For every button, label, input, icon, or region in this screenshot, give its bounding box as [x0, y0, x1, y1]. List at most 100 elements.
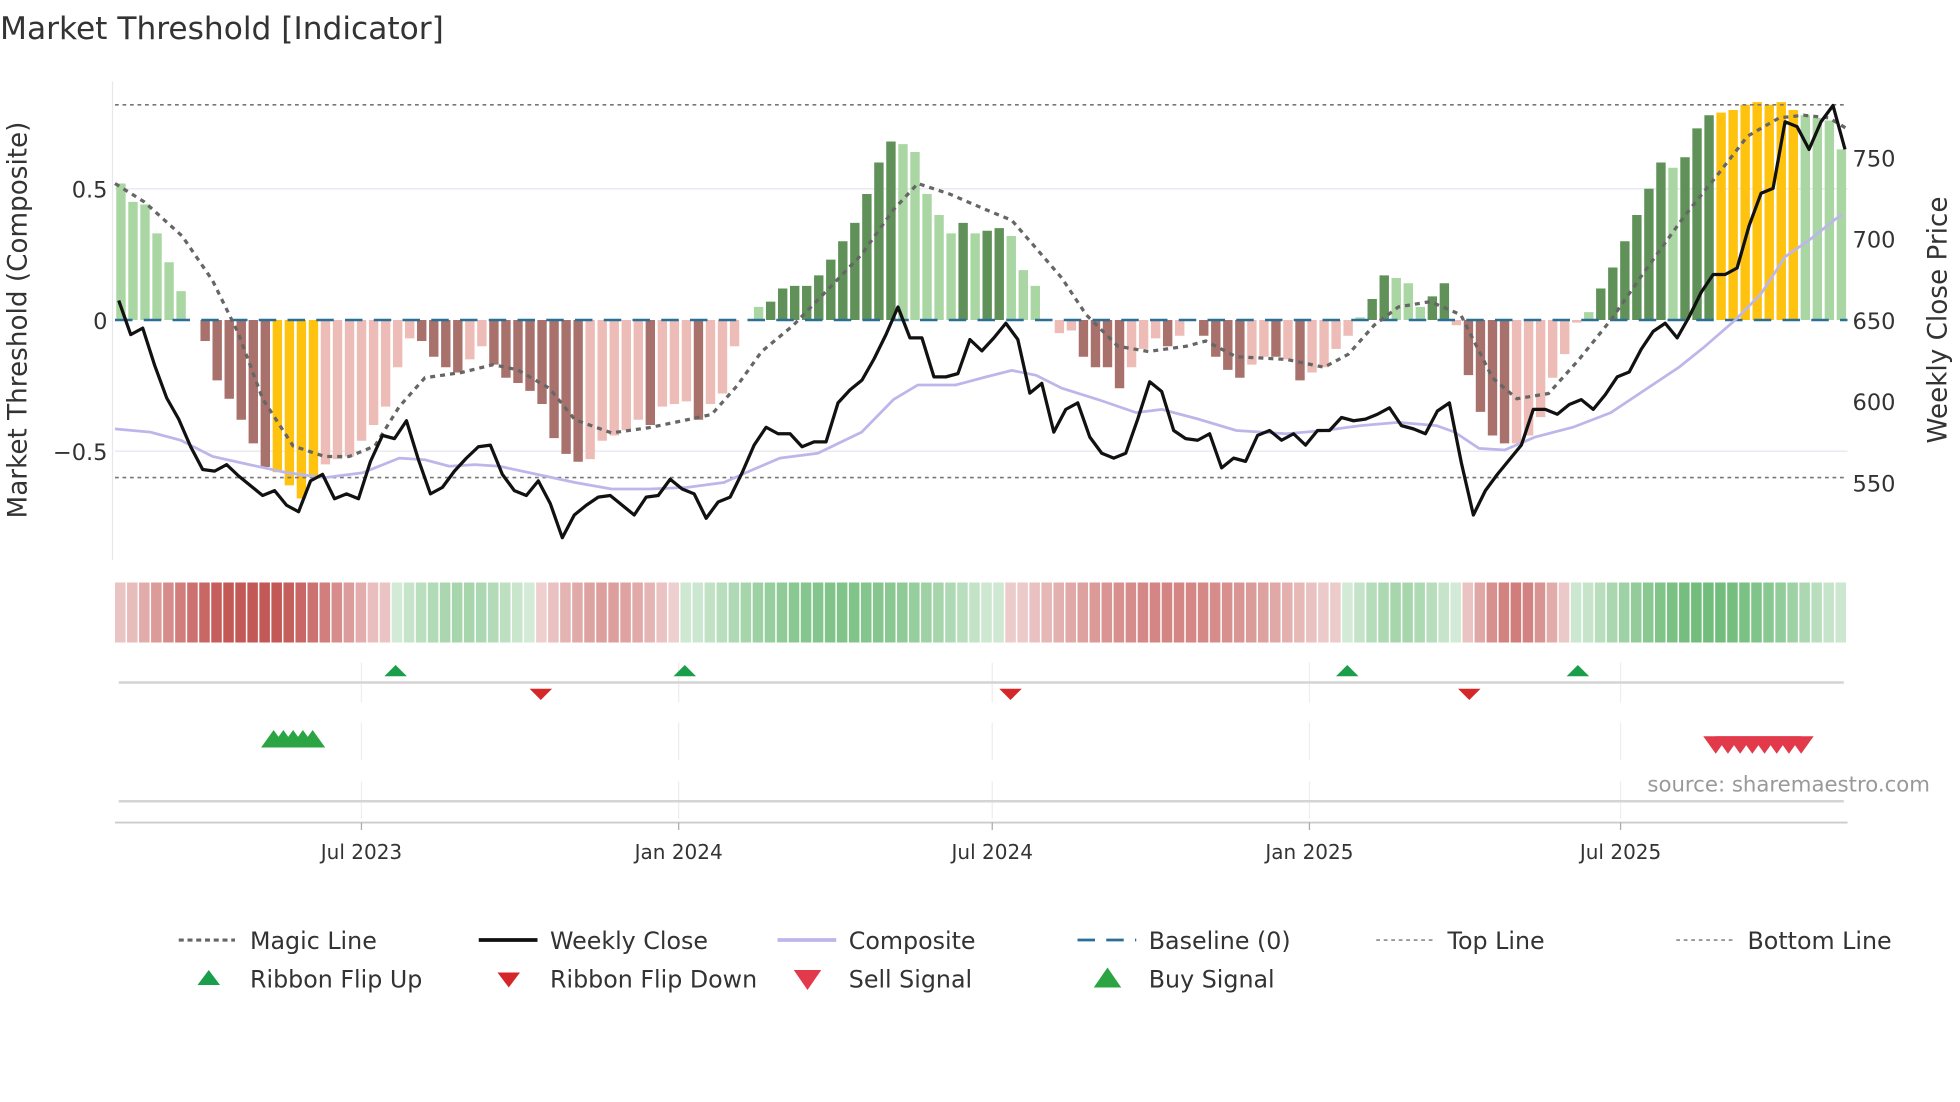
composite-bar [1836, 149, 1847, 320]
source-credit: source: sharemaestro.com [1647, 772, 1930, 797]
ribbon-cell [692, 582, 704, 643]
ribbon-cell [1029, 582, 1040, 643]
composite-bar [1764, 104, 1774, 320]
composite-bar [790, 285, 800, 320]
ribbon-cell [560, 582, 571, 643]
ribbon-cell [367, 582, 379, 643]
legend-ribbon-flip-up: Ribbon Flip Up [197, 966, 422, 994]
ribbon-cell [307, 582, 319, 643]
ribbon-cell [1125, 582, 1137, 643]
ribbon-cell [752, 582, 764, 643]
ribbon-cell [776, 582, 788, 643]
ribbon-cell [139, 582, 150, 643]
ribbon-cell [127, 582, 138, 643]
composite-bar [356, 320, 367, 441]
ribbon-cell [716, 582, 728, 643]
composite-bar [1211, 320, 1221, 357]
ribbon-cell [295, 582, 306, 643]
legend-weekly-close: Weekly Close [478, 927, 708, 955]
ribbon-cell [403, 582, 415, 643]
composite-bar [633, 320, 643, 420]
ribbon-cell [331, 582, 343, 643]
ribbon-cell [945, 582, 956, 643]
composite-bar [1199, 320, 1209, 336]
composite-bar [1403, 283, 1413, 320]
ribbon-cell [1522, 582, 1534, 643]
composite-bar [970, 233, 980, 320]
composite-bar [705, 320, 716, 405]
composite-bar [1030, 285, 1041, 320]
ribbon-cell [1017, 582, 1028, 643]
composite-bar [1066, 320, 1077, 331]
composite-bar [1620, 241, 1630, 320]
composite-bar [1090, 320, 1101, 368]
composite-bar [116, 183, 126, 320]
ribbon-cell [500, 582, 511, 643]
ribbon-cell [1630, 582, 1642, 643]
ribbon-cell [1582, 582, 1594, 643]
ribbon-cell [1546, 582, 1558, 643]
composite-bar [537, 320, 547, 405]
composite-bar [958, 222, 968, 320]
composite-bar [862, 194, 872, 320]
composite-bar [561, 320, 571, 454]
composite-bar [838, 241, 848, 320]
ribbon-cell [163, 582, 174, 643]
ribbon-cell [584, 582, 595, 643]
ribbon-flip-down-marker [999, 688, 1022, 700]
composite-bar [1006, 236, 1016, 320]
ribbon-cell [319, 582, 331, 643]
composite-bar [501, 320, 511, 378]
ribbon-cell [1270, 582, 1281, 643]
composite-bar [1752, 102, 1762, 320]
ribbon-cell [1703, 582, 1714, 643]
ribbon-flip-up-marker [1566, 665, 1590, 677]
ribbon-cell [872, 582, 884, 643]
composite-bar [1367, 299, 1377, 320]
ribbon-cell [1294, 582, 1305, 643]
composite-bar [1499, 320, 1510, 444]
ribbon-cell [1041, 582, 1052, 643]
composite-bar [1656, 162, 1666, 320]
legend-label: Ribbon Flip Down [550, 966, 757, 994]
ribbon-cell [1378, 582, 1389, 643]
legend: Magic Line Weekly Close Composite Baseline … [178, 927, 1892, 994]
ribbon-cell [1077, 582, 1089, 643]
ribbon-cell [1739, 582, 1750, 643]
ribbon-cell [800, 582, 812, 643]
ribbon-cell [1342, 582, 1353, 643]
ribbon-cell [608, 582, 619, 643]
ribbon-cell [788, 582, 800, 643]
ribbon-cell [211, 582, 222, 643]
ribbon-cell [475, 582, 487, 643]
ribbon-cell [1101, 582, 1113, 643]
ribbon-cell [848, 582, 860, 643]
composite-bar [1608, 267, 1618, 320]
ribbon-cell [728, 582, 740, 643]
legend-sell-signal: Sell Signal [793, 966, 972, 994]
composite-bar [405, 320, 415, 339]
ribbon-flip-up-marker [1336, 665, 1359, 677]
ribbon-cell [1787, 582, 1798, 643]
ribbon-cell [1498, 582, 1510, 643]
composite-bar [1511, 320, 1522, 444]
ribbon-cell [824, 582, 836, 643]
composite-bar [152, 233, 162, 320]
ribbon-cell [1679, 582, 1690, 643]
ribbon-cell [812, 582, 824, 643]
ribbon-cell [1570, 582, 1582, 643]
composite-bar [886, 141, 896, 320]
ribbon-cell [1474, 582, 1486, 643]
composite-bar [140, 204, 150, 320]
ribbon-cell [391, 582, 403, 643]
ribbon-cell [1426, 582, 1437, 643]
ribbon-cell [1450, 582, 1461, 643]
composite-bar [1331, 320, 1341, 349]
x-tick-label: Jan 2025 [1263, 840, 1353, 864]
ribbon-cell [1053, 582, 1064, 643]
ribbon-cell [487, 582, 499, 643]
composite-bar [1355, 317, 1365, 320]
ribbon-cell [1811, 582, 1822, 643]
ribbon-cell [524, 582, 535, 643]
composite-bar [380, 320, 391, 407]
